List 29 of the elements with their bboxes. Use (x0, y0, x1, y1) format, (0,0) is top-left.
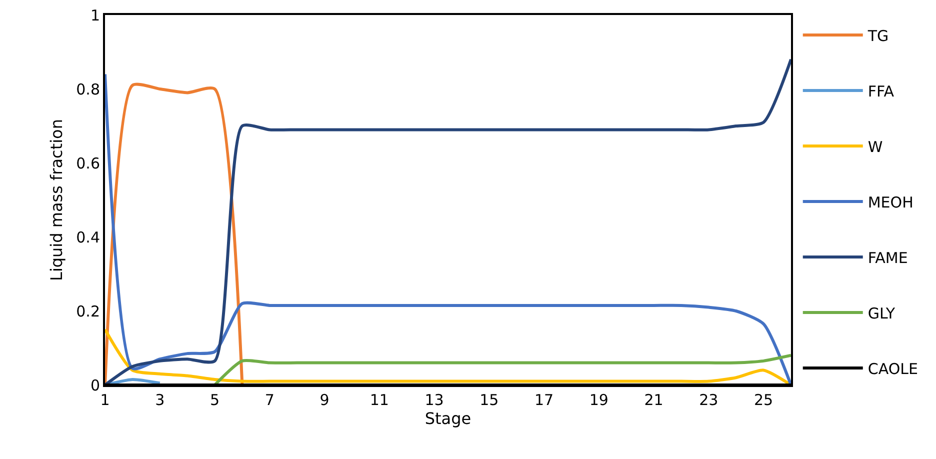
x-tick-label: 3 (155, 391, 165, 409)
x-tick-label: 15 (480, 391, 499, 409)
x-tick-label: 5 (210, 391, 220, 409)
x-tick-label: 25 (754, 391, 774, 409)
y-tick-label: 0 (90, 376, 100, 394)
y-tick-label: 0.8 (76, 80, 100, 98)
x-tick-label: 9 (320, 391, 330, 409)
x-tick-label: 11 (370, 391, 389, 409)
x-tick-label: 19 (589, 391, 608, 409)
legend-label: TG (866, 26, 889, 45)
x-tick-label: 21 (644, 391, 664, 409)
legend-label: GLY (868, 304, 896, 322)
line-series (105, 82, 244, 385)
legend-label: FAME (868, 248, 908, 267)
y-tick-label: 0.2 (76, 302, 100, 320)
x-axis-title: Stage (424, 409, 472, 428)
x-tick-label: 13 (424, 391, 444, 409)
line-series (213, 354, 791, 385)
legend-label: CAOLE (868, 360, 918, 378)
y-tick-label: 0.4 (76, 228, 100, 246)
legend-label: MEOH (868, 193, 914, 212)
x-tick-label: 23 (699, 391, 718, 409)
y-tick-label: 0.6 (76, 154, 100, 172)
y-axis-title: Liquid mass fraction (47, 119, 66, 281)
x-tick-label: 7 (264, 391, 274, 409)
x-tick-label: 17 (534, 391, 554, 409)
y-tick-label: 1 (90, 6, 100, 24)
legend-label: FFA (868, 82, 895, 100)
legend-label: W (868, 138, 883, 156)
